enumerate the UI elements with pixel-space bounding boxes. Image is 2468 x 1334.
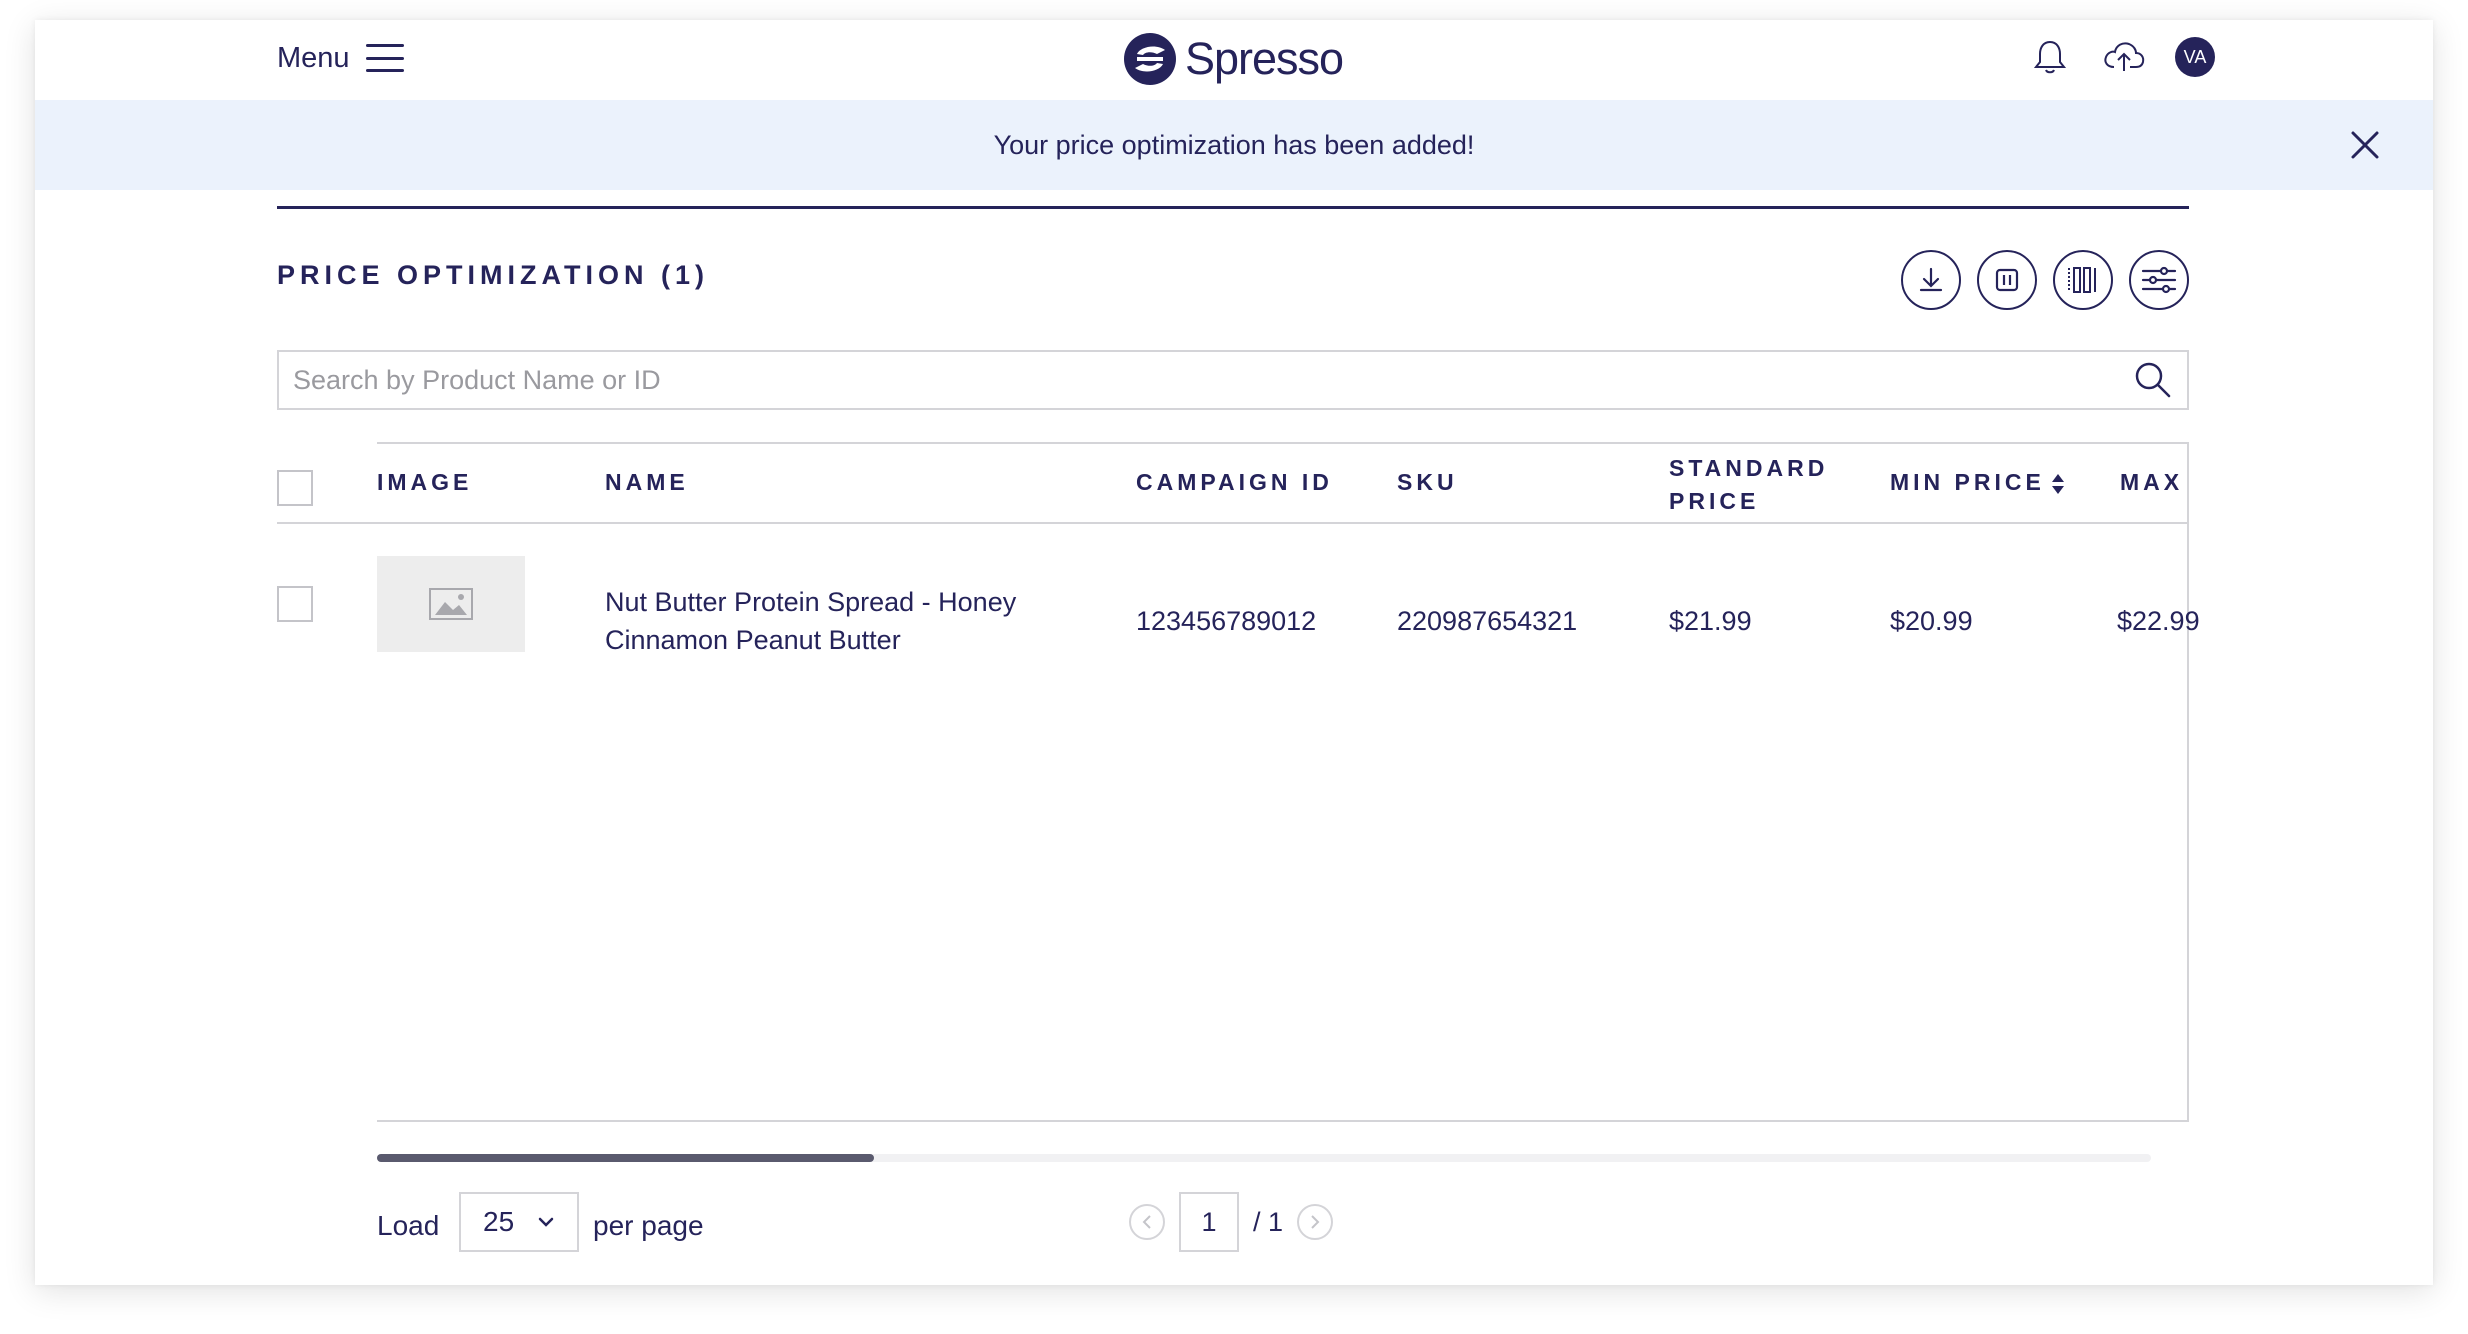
spresso-logo-icon [1124,33,1176,85]
total-pages: / 1 [1253,1206,1284,1237]
hamburger-icon [365,44,404,72]
min-price-cell: $20.99 [1890,606,1973,636]
close-icon[interactable] [2345,125,2385,165]
pagination: 1 / 1 [1129,1192,1334,1252]
brand-name: Spresso [1185,33,1344,84]
table-toolbar [1901,250,2189,310]
user-avatar[interactable]: VA [2175,37,2215,77]
search-icon[interactable] [2133,360,2173,400]
sku-cell: 220987654321 [1397,606,1578,636]
column-header-min-price-label: MIN PRICE [1890,469,2045,495]
menu-label: Menu [277,41,350,74]
app-window: Menu Spresso [35,20,2433,1285]
product-image-placeholder [377,556,525,652]
chevron-down-icon [538,1217,554,1227]
column-header-standard-price[interactable]: STANDARD PRICE [1669,452,1828,518]
column-header-image: IMAGE [377,469,473,495]
sort-icon[interactable] [2051,473,2065,495]
column-header-name[interactable]: NAME [605,469,689,495]
image-placeholder-icon [429,588,473,620]
column-header-sku[interactable]: SKU [1397,469,1458,495]
column-header-campaign-id[interactable]: CAMPAIGN ID [1136,469,1333,495]
column-header-standard-price-line1: STANDARD [1669,455,1829,481]
filter-sliders-icon[interactable] [2129,250,2189,310]
select-all-checkbox[interactable] [277,470,313,506]
chevron-left-icon [1142,1215,1151,1229]
page-title: PRICE OPTIMIZATION (1) [277,260,709,290]
load-label: Load [377,1210,440,1241]
search-input[interactable] [293,364,2133,396]
success-banner: Your price optimization has been added! [35,100,2433,190]
top-header: Menu Spresso [35,20,2433,100]
per-page-value: 25 [483,1206,515,1237]
header-actions: VA [2027,34,2215,80]
row-checkbox[interactable] [277,586,313,622]
campaign-id-cell: 123456789012 [1136,606,1317,636]
columns-icon[interactable] [2053,250,2113,310]
section-divider [277,206,2189,209]
next-page-button[interactable] [1297,1204,1334,1240]
per-page-label: per page [593,1210,704,1241]
brand-logo[interactable]: Spresso [1123,30,1344,88]
max-price-cell: $22.99 [2117,606,2200,636]
horizontal-scrollbar[interactable] [377,1154,2151,1162]
chevron-right-icon [1311,1215,1320,1229]
cloud-upload-icon[interactable] [2101,34,2147,80]
table-frame [377,442,2189,1122]
pause-icon[interactable] [1977,250,2037,310]
download-icon[interactable] [1901,250,1961,310]
column-header-min-price[interactable]: MIN PRICE [1890,466,2065,499]
search-box [277,350,2189,410]
page-number-input[interactable]: 1 [1179,1192,1239,1252]
prev-page-button[interactable] [1129,1204,1165,1240]
column-header-max-price[interactable]: MAX [2120,469,2184,495]
product-name-line2: Cinnamon Peanut Butter [605,625,901,655]
scrollbar-thumb[interactable] [377,1154,874,1162]
product-name-line1: Nut Butter Protein Spread - Honey [605,587,1017,617]
standard-price-cell: $21.99 [1669,606,1752,636]
product-table: IMAGE NAME CAMPAIGN ID SKU STANDARD PRIC… [277,442,2200,1122]
column-header-standard-price-line2: PRICE [1669,488,1760,514]
banner-message: Your price optimization has been added! [993,129,1475,160]
table-header-row: IMAGE NAME CAMPAIGN ID SKU STANDARD PRIC… [277,442,2189,524]
bell-icon[interactable] [2027,34,2073,80]
product-name[interactable]: Nut Butter Protein Spread - Honey Cinnam… [605,583,1016,659]
menu-button[interactable]: Menu [277,38,404,78]
per-page-select[interactable]: 25 [459,1192,579,1252]
